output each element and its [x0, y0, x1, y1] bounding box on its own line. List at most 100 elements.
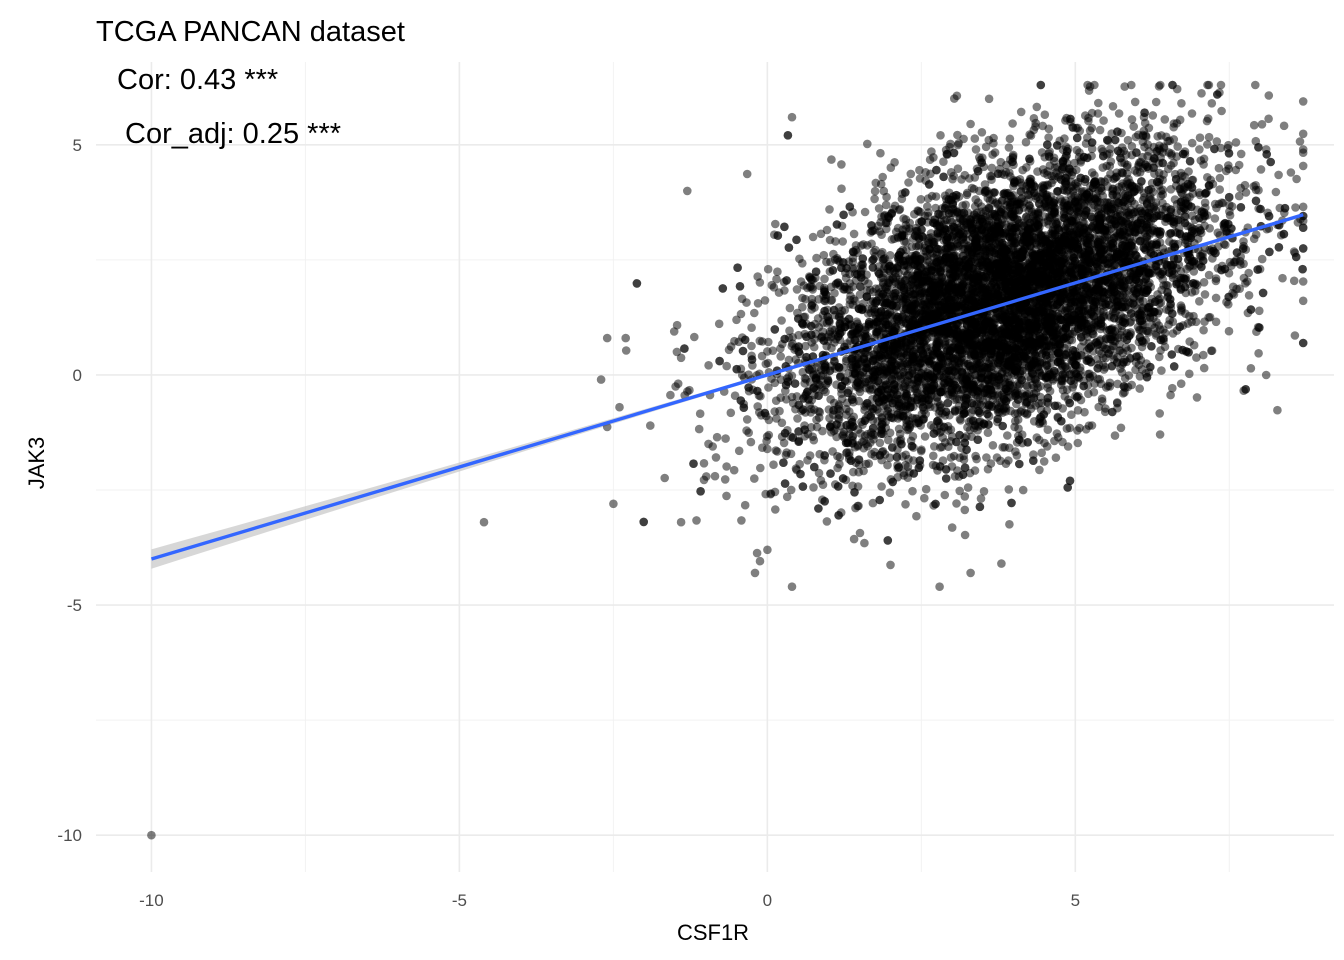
data-point: [756, 463, 765, 473]
data-point: [1004, 143, 1014, 152]
data-point: [726, 408, 736, 418]
data-point: [740, 500, 750, 510]
data-point: [1224, 161, 1233, 170]
data-point: [1207, 99, 1217, 108]
data-point: [1168, 383, 1177, 393]
data-point: [695, 409, 705, 419]
data-point: [1264, 91, 1274, 100]
data-point: [1200, 198, 1210, 207]
data-point: [931, 192, 941, 201]
data-point: [962, 190, 972, 200]
data-point: [1236, 149, 1246, 159]
data-point: [953, 164, 963, 173]
data-point: [837, 184, 846, 193]
data-point: [1234, 191, 1244, 201]
data-point: [808, 232, 818, 242]
data-point: [1037, 448, 1046, 458]
data-point: [959, 455, 969, 465]
data-point: [1256, 165, 1266, 174]
data-point: [925, 155, 935, 164]
data-point: [1157, 366, 1166, 375]
data-point: [767, 280, 777, 290]
data-point: [812, 253, 821, 263]
data-point: [881, 200, 891, 210]
data-point: [1165, 237, 1174, 246]
data-point: [1114, 109, 1124, 118]
data-point: [760, 296, 770, 305]
data-point: [1008, 119, 1017, 128]
data-point: [699, 475, 709, 485]
data-point: [1187, 138, 1197, 148]
data-point: [906, 169, 916, 179]
data-point: [1005, 134, 1015, 144]
data-point: [1211, 317, 1221, 327]
data-point: [876, 148, 885, 158]
data-point: [849, 534, 859, 544]
data-point: [692, 516, 701, 525]
data-point: [1195, 133, 1205, 142]
data-point: [1047, 178, 1056, 188]
data-point: [923, 194, 933, 203]
data-point: [750, 308, 759, 318]
data-point: [1291, 203, 1300, 212]
data-point: [722, 491, 731, 501]
data-point: [730, 391, 740, 401]
data-point: [1298, 129, 1308, 139]
data-point: [1032, 102, 1042, 112]
data-point: [1200, 290, 1210, 299]
data-point: [953, 130, 962, 140]
data-point: [1163, 136, 1173, 146]
data-point: [1173, 142, 1182, 151]
data-point: [882, 192, 891, 202]
data-point: [1172, 119, 1182, 128]
data-point: [1217, 106, 1226, 116]
data-point: [786, 485, 796, 495]
data-point: [772, 274, 781, 284]
data-point: [1087, 144, 1097, 154]
data-point: [780, 286, 789, 295]
data-point: [785, 303, 795, 313]
data-point: [960, 170, 970, 180]
data-point: [915, 165, 924, 175]
data-point: [916, 195, 926, 204]
data-point: [746, 437, 756, 447]
data-point: [1257, 120, 1267, 129]
data-point: [1197, 89, 1206, 98]
data-point: [837, 160, 846, 169]
data-point: [1084, 389, 1093, 399]
data-point: [988, 441, 998, 450]
data-point: [1184, 167, 1193, 176]
data-point: [1122, 162, 1132, 172]
data-point: [1234, 160, 1244, 170]
data-point: [920, 493, 929, 503]
data-point: [1224, 326, 1234, 336]
data-point: [1144, 123, 1154, 133]
data-point: [1106, 144, 1115, 154]
data-point: [1298, 145, 1308, 154]
data-point: [1249, 120, 1259, 130]
data-point: [621, 346, 631, 355]
data-point: [822, 257, 831, 267]
data-point: [885, 453, 895, 463]
data-point: [983, 428, 993, 438]
data-point: [992, 453, 1002, 462]
data-point: [952, 394, 962, 404]
data-point: [1279, 121, 1289, 131]
data-point: [1039, 457, 1049, 466]
data-point: [960, 530, 970, 540]
data-point: [955, 486, 964, 496]
data-point: [1073, 438, 1083, 448]
data-point: [977, 128, 987, 137]
data-point: [825, 205, 834, 214]
data-point: [842, 410, 851, 420]
data-point: [729, 465, 739, 475]
data-point: [1273, 405, 1282, 415]
data-point: [1187, 288, 1197, 297]
data-point: [928, 460, 938, 470]
data-point: [1278, 273, 1287, 283]
data-point: [712, 432, 722, 442]
data-point: [1231, 138, 1241, 147]
data-point: [722, 462, 731, 471]
data-point: [752, 548, 762, 558]
